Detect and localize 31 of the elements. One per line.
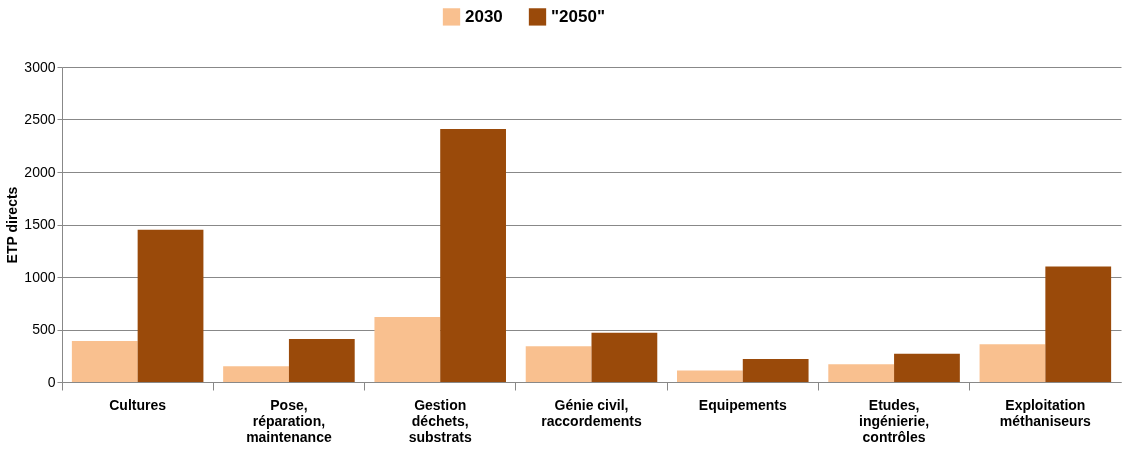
x-tick-label: Etudes, ingénierie, contrôles — [859, 396, 930, 445]
bar — [677, 370, 743, 382]
bar — [374, 316, 441, 382]
legend-label: 2030 — [465, 6, 503, 26]
y-tick-label: 1500 — [24, 216, 56, 232]
x-tick-label: Génie civil, raccordements — [541, 396, 642, 429]
y-axis-title: ETP directs — [4, 186, 21, 264]
y-tick-label: 2500 — [24, 111, 56, 127]
y-tick-label: 1000 — [24, 268, 56, 285]
y-tick-label: 500 — [32, 321, 56, 337]
bar — [223, 366, 289, 382]
x-tick-label: Cultures — [109, 396, 167, 413]
x-tick-label: Equipements — [698, 396, 787, 413]
bar — [137, 229, 204, 382]
x-tick-label: Pose, réparation, maintenance — [246, 396, 332, 445]
legend-label: "2050" — [551, 6, 605, 26]
bar — [828, 364, 895, 382]
bar — [979, 344, 1046, 382]
y-tick-label: 0 — [47, 373, 56, 390]
y-tick-label: 2000 — [24, 163, 56, 180]
x-tick-label: Exploitation méthaniseurs — [999, 396, 1092, 429]
bar — [742, 358, 809, 382]
bar — [440, 128, 506, 382]
bar — [894, 353, 960, 382]
bar — [591, 332, 658, 382]
x-tick-label: Gestion déchets, substrats — [408, 396, 472, 445]
bar — [71, 341, 138, 382]
bar — [525, 346, 592, 382]
bar — [1045, 266, 1112, 382]
bar — [288, 338, 355, 382]
y-tick-label: 3000 — [24, 58, 56, 75]
